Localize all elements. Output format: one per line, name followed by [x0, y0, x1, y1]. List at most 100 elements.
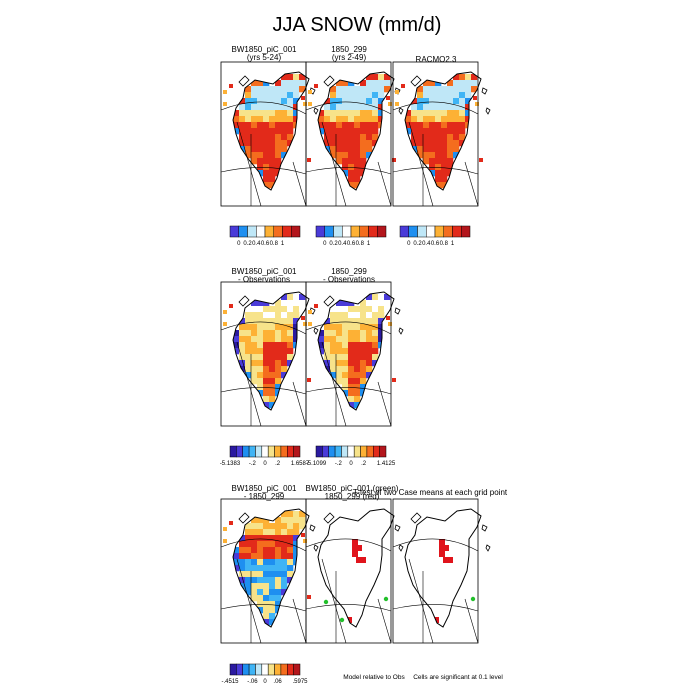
- coast-cell: [301, 533, 305, 537]
- grid-cell: [423, 116, 430, 123]
- colorbar-box: [264, 225, 274, 238]
- grid-cell: [269, 354, 276, 361]
- map-panel-row2-1: [220, 281, 319, 427]
- colorbar-tick-label: .2: [275, 461, 281, 467]
- grid-cell: [453, 122, 460, 129]
- coast-cell: [229, 304, 233, 308]
- colorbar-row2-2: -5.1099 -.2 0 .2 1.4125: [306, 445, 396, 467]
- grid-cell: [269, 176, 276, 183]
- grid-cell: [330, 318, 337, 325]
- grid-cell: [281, 324, 288, 331]
- grid-cell: [453, 152, 460, 159]
- grid-cell: [441, 104, 448, 111]
- grid-cell: [269, 110, 276, 117]
- sig-cell: [429, 617, 435, 623]
- note-significance: Cells are significant at 0.1 level: [413, 674, 503, 681]
- grid-cell: [233, 553, 240, 560]
- grid-cell: [275, 110, 282, 117]
- panel-subtitle-row1-2: (yrs 2-49): [332, 53, 367, 62]
- grid-cell: [233, 330, 240, 337]
- coast-cell: [303, 539, 307, 543]
- grid-cell: [372, 116, 379, 123]
- grid-cell: [251, 342, 258, 349]
- grid-cell: [342, 164, 349, 171]
- grid-cell: [366, 128, 373, 135]
- grid-cell: [257, 92, 264, 99]
- grid-cell: [447, 86, 454, 93]
- grid-cell: [348, 176, 355, 183]
- colorbar-tick-label: 0.4: [422, 241, 431, 247]
- colorbar-box: [373, 445, 380, 458]
- colorbar-box: [347, 445, 355, 458]
- grid-cell: [342, 134, 349, 141]
- grid-cell: [459, 128, 466, 135]
- grid-cell: [429, 92, 436, 99]
- grid-cell: [336, 110, 343, 117]
- grid-cell: [287, 86, 294, 93]
- grid-cell: [372, 360, 379, 367]
- map-panel-row3-1: [220, 498, 319, 644]
- map-cells-row3-1: [233, 511, 306, 626]
- grid-cell: [366, 306, 373, 313]
- grid-cell: [453, 98, 460, 105]
- grid-cell: [366, 366, 373, 373]
- coast-cell: [392, 158, 396, 162]
- grid-cell: [251, 158, 258, 165]
- grid-cell: [435, 110, 442, 117]
- grid-cell: [429, 170, 436, 177]
- grid-cell: [348, 312, 355, 319]
- grid-cell: [417, 110, 424, 117]
- grid-cell: [257, 529, 264, 536]
- grid-cell: [354, 104, 361, 111]
- grid-cell: [245, 98, 252, 105]
- grid-cell: [372, 98, 379, 105]
- graticule-line: [236, 558, 262, 644]
- grid-cell: [411, 110, 418, 117]
- graticule-line: [464, 598, 479, 644]
- grid-cell: [348, 170, 355, 177]
- grid-cell: [360, 330, 367, 337]
- grid-cell: [405, 122, 412, 129]
- grid-cell: [269, 182, 276, 189]
- grid-cell: [459, 116, 466, 123]
- grid-cell: [257, 128, 264, 135]
- map-cells-row3-2: [318, 509, 391, 627]
- grid-cell: [336, 318, 343, 325]
- grid-cell: [287, 92, 294, 99]
- grid-cell: [263, 146, 270, 153]
- panel-frame: [305, 61, 392, 207]
- grid-cell: [251, 589, 258, 596]
- grid-cell: [293, 529, 300, 536]
- sig-cell: [356, 557, 362, 563]
- grid-cell: [342, 116, 349, 123]
- grid-cell: [251, 366, 258, 373]
- grid-cell: [354, 342, 361, 349]
- grid-cell: [281, 523, 288, 530]
- grid-cell: [245, 122, 252, 129]
- grid-cell: [417, 146, 424, 153]
- grid-cell: [287, 342, 294, 349]
- colorbar-box: [342, 225, 352, 238]
- grid-cell: [257, 300, 264, 307]
- grid-cell: [354, 98, 361, 105]
- grid-cell: [342, 354, 349, 361]
- colorbar-tick-label: -.2: [249, 461, 257, 467]
- graticule-line: [321, 121, 347, 207]
- grid-cell: [293, 312, 300, 319]
- grid-cell: [269, 366, 276, 373]
- grid-cell: [348, 342, 355, 349]
- grid-cell: [293, 98, 300, 105]
- grid-cell: [275, 553, 282, 560]
- colorbar-box: [280, 663, 288, 676]
- grid-cell: [269, 140, 276, 147]
- grid-cell: [245, 336, 252, 343]
- grid-cell: [263, 170, 270, 177]
- grid-cell: [251, 80, 258, 87]
- grid-cell: [324, 110, 331, 117]
- panel-title-row1-2: 1850_299: [331, 45, 367, 54]
- grid-cell: [336, 306, 343, 313]
- grid-cell: [293, 92, 300, 99]
- grid-cell: [239, 577, 246, 584]
- graticule-line: [392, 604, 479, 612]
- grid-cell: [354, 330, 361, 337]
